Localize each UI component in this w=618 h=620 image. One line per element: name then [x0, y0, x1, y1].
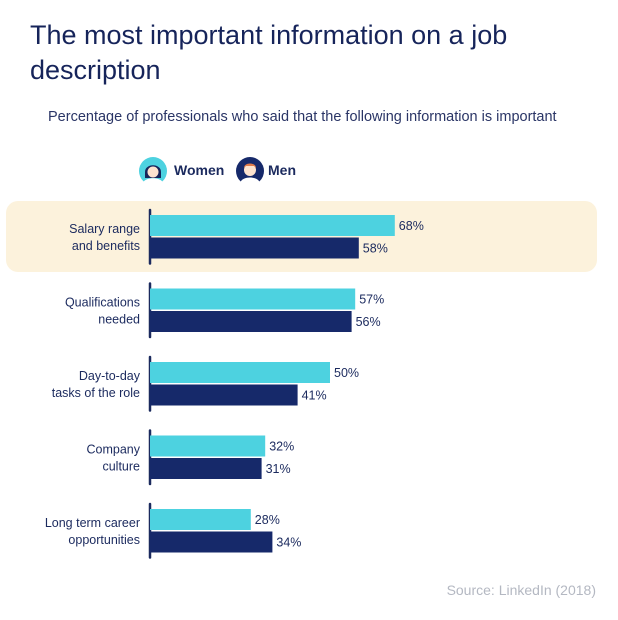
category-label: culture — [102, 459, 140, 473]
category-label: Salary range — [69, 222, 140, 236]
legend-label-men: Men — [268, 162, 296, 178]
chart-title: The most important information on a job … — [30, 20, 508, 85]
category-label: tasks of the role — [52, 386, 140, 400]
bar-chart: Salary range and benefits 68% 58% Qualificat… — [45, 208, 424, 559]
men-bar — [150, 458, 262, 479]
men-value-label: 41% — [302, 389, 327, 403]
category-label: Long term career — [45, 516, 140, 530]
women-value-label: 32% — [269, 440, 294, 454]
men-bar — [150, 311, 352, 332]
women-bar — [150, 509, 251, 530]
men-bar — [150, 237, 359, 259]
men-bar — [150, 531, 273, 553]
women-value-label: 68% — [399, 219, 424, 233]
legend-item-women: Women — [138, 154, 238, 188]
category-label: needed — [98, 312, 140, 326]
woman-avatar-icon — [139, 157, 167, 186]
men-value-label: 34% — [276, 536, 301, 550]
source-note: Source: LinkedIn (2018) — [446, 582, 596, 598]
women-bar — [150, 288, 356, 310]
women-value-label: 57% — [359, 293, 384, 307]
chart-subtitle: Percentage of professionals who said tha… — [48, 109, 557, 125]
women-bar — [150, 435, 266, 457]
women-value-label: 28% — [255, 513, 280, 527]
category-label: Day-to-day — [79, 369, 141, 383]
men-bar — [150, 384, 298, 406]
men-value-label: 56% — [356, 315, 381, 329]
men-value-label: 31% — [266, 462, 291, 476]
man-avatar-icon — [236, 157, 264, 186]
men-value-label: 58% — [363, 242, 388, 256]
category-label: Company — [87, 442, 141, 456]
legend-item-men: Men — [235, 154, 315, 188]
highlight-band — [6, 201, 597, 272]
women-bar — [150, 215, 395, 236]
women-value-label: 50% — [334, 366, 359, 380]
category-label: and benefits — [72, 239, 140, 253]
category-label: Qualifications — [65, 295, 140, 309]
category-label: opportunities — [68, 533, 140, 547]
women-bar — [150, 362, 330, 383]
legend-label-women: Women — [174, 162, 225, 178]
